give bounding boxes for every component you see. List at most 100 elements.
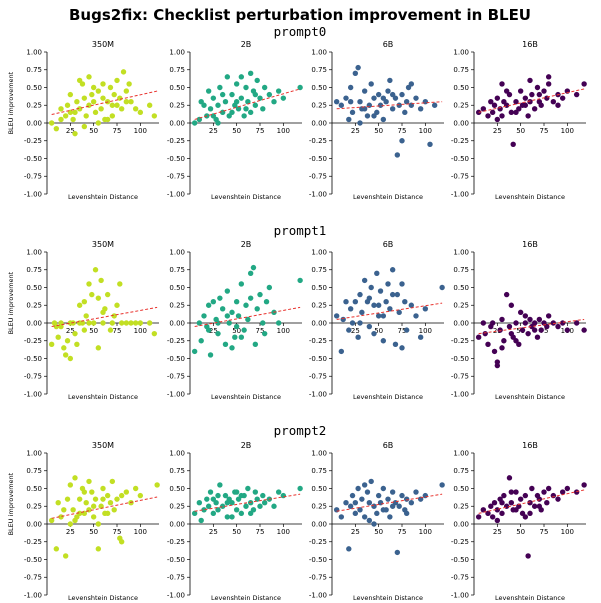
data-point	[104, 492, 111, 499]
y-tick-label: -0.50	[24, 155, 42, 163]
scatter-points	[475, 291, 587, 369]
data-point	[494, 517, 501, 524]
data-point	[95, 546, 102, 552]
y-tick-label: -0.75	[309, 173, 327, 181]
data-point	[383, 299, 389, 305]
data-point	[111, 507, 117, 513]
data-point	[494, 95, 501, 101]
data-point	[83, 113, 89, 119]
data-point	[224, 288, 231, 294]
data-point	[247, 295, 254, 301]
data-point	[349, 109, 356, 116]
data-point	[271, 503, 277, 509]
y-tick-label: -1.00	[24, 591, 42, 599]
data-point	[215, 102, 221, 108]
x-tick-label: 25	[66, 327, 75, 335]
data-point	[123, 320, 130, 326]
data-point	[564, 327, 571, 333]
data-point	[517, 496, 524, 502]
data-point	[261, 84, 268, 91]
data-point	[83, 500, 89, 506]
trend-line	[51, 90, 158, 115]
x-tick-label: 75	[540, 127, 549, 135]
data-point	[380, 313, 387, 319]
data-point	[482, 330, 488, 337]
subplot-prompt2-2B: 2B 1.00 0.75 0.50 0.25 0.00 -0.25 -0.50 -0.75 -1.…	[167, 441, 303, 602]
data-point	[396, 102, 402, 108]
data-point	[545, 313, 552, 319]
data-point	[392, 341, 399, 347]
y-tick-label: -0.50	[309, 155, 327, 163]
data-point	[522, 492, 529, 499]
data-point	[201, 102, 207, 108]
data-point	[215, 492, 221, 499]
trend-line	[194, 493, 301, 512]
data-point	[275, 489, 282, 495]
y-tick-label: 0.75	[453, 66, 469, 74]
subplot-title: 16B	[522, 40, 538, 49]
data-point	[522, 102, 529, 108]
data-point	[529, 485, 535, 492]
y-tick-label: -0.75	[167, 173, 185, 181]
y-tick-label: -0.75	[167, 373, 185, 381]
data-point	[48, 517, 55, 524]
row-title: prompt1	[274, 223, 327, 238]
x-tick-label: 50	[89, 528, 98, 536]
data-point	[534, 334, 541, 340]
data-point	[123, 99, 130, 105]
y-tick-label: -0.25	[24, 538, 42, 546]
data-point	[229, 345, 235, 351]
data-point	[366, 500, 373, 506]
data-point	[191, 348, 198, 355]
y-tick-label: 0.50	[26, 284, 42, 292]
y-tick-label: 0.75	[169, 266, 185, 274]
data-point	[132, 320, 139, 326]
data-point	[98, 277, 104, 284]
data-point	[361, 482, 368, 488]
x-tick-label: 25	[493, 327, 502, 335]
x-tick-label: 75	[256, 127, 265, 135]
trend-line	[51, 496, 158, 519]
data-point	[238, 74, 245, 80]
y-tick-label: -0.50	[24, 355, 42, 363]
y-tick-label: 0.25	[169, 503, 185, 511]
data-point	[210, 95, 217, 101]
subplot-prompt0-350M: 350M 1.00 0.75 0.50 0.25 0.00 -0.25 -0.50 -0.75 -…	[7, 40, 159, 201]
data-point	[64, 496, 71, 502]
y-tick-label: 1.00	[26, 248, 42, 256]
y-tick-label: 1.00	[169, 48, 185, 56]
data-point	[100, 81, 106, 87]
y-tick-label: 0.25	[453, 102, 469, 110]
trend-line	[194, 306, 301, 328]
x-tick-label: 75	[256, 327, 265, 335]
data-point	[387, 514, 393, 520]
data-point	[104, 116, 111, 123]
data-point	[357, 99, 363, 105]
data-point	[394, 291, 401, 298]
trend-line	[478, 318, 585, 335]
data-point	[513, 338, 519, 344]
y-tick-label: 0.00	[453, 520, 469, 528]
y-tick-label: 0.25	[26, 503, 42, 511]
data-point	[90, 514, 97, 520]
data-point	[513, 489, 519, 495]
data-point	[118, 106, 125, 112]
data-point	[238, 95, 245, 101]
x-tick-label: 25	[66, 127, 75, 135]
data-point	[95, 345, 102, 351]
y-tick-label: 0.50	[169, 485, 185, 493]
data-point	[352, 500, 359, 506]
data-point	[243, 106, 249, 112]
data-point	[201, 507, 207, 513]
data-point	[357, 291, 363, 298]
data-point	[403, 327, 410, 333]
x-axis-label: Levenshtein Distance	[211, 193, 281, 201]
data-point	[100, 309, 106, 316]
data-point	[531, 327, 538, 333]
data-point	[538, 327, 544, 333]
data-point	[137, 109, 144, 116]
prompt-row-prompt1: prompt1 350M 1.00 0.75 0.50 0.25 0.00 -0.25 -0.5…	[7, 223, 587, 401]
y-tick-label: 0.00	[311, 119, 327, 127]
data-point	[70, 507, 76, 513]
data-point	[260, 320, 266, 326]
